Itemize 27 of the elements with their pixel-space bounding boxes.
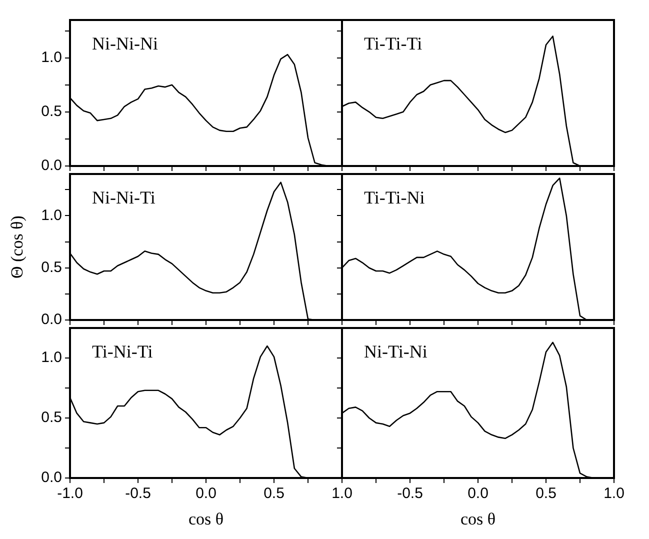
x-tick-label: -0.5 [125,485,151,502]
text: Ti-Ni-Ti [92,342,153,362]
y-tick-label: 0.5 [41,259,62,276]
text: Ni-Ni-Ni [92,34,158,54]
y-tick-label: 0.5 [41,409,62,426]
y-tick-label: 0.5 [41,103,62,120]
x-tick-label: 0.0 [196,485,216,502]
x-tick-label: 0.0 [468,485,488,502]
x-tick-label: 0.5 [264,485,284,502]
text: Ti-Ti-Ti [364,34,422,54]
text: Ni-Ti-Ni [364,342,428,362]
x-tick-label: -1.0 [57,485,83,502]
y-tick-label: 1.0 [41,48,62,66]
y-tick-label: 1.0 [41,349,62,366]
y-tick-label: 0.0 [41,469,62,486]
text: Ni-Ni-Ti [92,188,156,208]
y-tick-label: 0.0 [41,157,62,174]
text: Ti-Ti-Ni [364,188,425,208]
y-tick-label: 1.0 [41,206,62,224]
y-axis-title: Θ (cos θ) [8,216,27,278]
x-axis-title: cos θ [460,509,496,528]
x-tick-label: 1.0 [604,485,624,502]
x-tick-label: 0.5 [536,485,556,502]
x-tick-label: 1.0 [332,485,352,502]
y-tick-label: 0.0 [41,311,62,328]
x-axis-title: cos θ [188,509,224,528]
x-tick-label: -0.5 [397,485,423,502]
